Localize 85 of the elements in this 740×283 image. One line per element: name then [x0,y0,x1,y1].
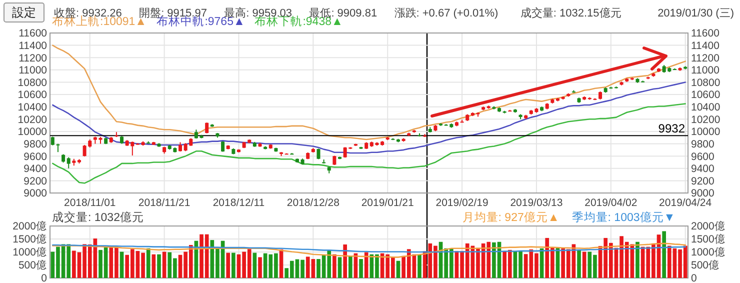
y-tick-label: 9000 [24,188,48,200]
y-tick-label: 11400 [18,40,48,52]
candlestick [205,122,209,134]
text: 季均量: 1003億元▼ [572,210,676,224]
y2-tick-label: 10000 [691,126,720,138]
x-tick-label: 2019/04/24 [659,197,712,209]
line-series [52,103,686,184]
x-tick-label: 2019/04/02 [584,197,638,209]
bar [162,252,166,278]
text: 設定 [12,6,36,20]
y-tick-label: 9200 [24,175,48,188]
bar [338,257,342,278]
bar [582,252,586,278]
y2-tick-label: 2000億 [691,220,726,233]
bar [636,242,640,278]
x-tick-label: 2018/12/11 [212,197,265,209]
text: 漲跌: +0.67 (+0.01%) [394,8,498,20]
line-series [52,242,686,258]
x-tick-label: 2018/11/01 [64,197,116,209]
y-tick-label: 10400 [18,102,48,114]
y2-tick-label: 10200 [691,114,720,126]
bar [226,252,230,278]
y-tick-label: 9600 [24,150,48,163]
y2-tick-label: 9800 [691,138,715,150]
y2-tick-label: 0 [691,272,697,283]
bar [332,254,336,278]
bar [157,254,161,278]
y-tick-label: 11600 [18,28,48,40]
y-tick-label: 10600 [18,89,48,102]
y2-tick-label: 500億 [691,258,720,272]
y2-tick-label: 1500億 [691,232,726,246]
text: 月均量: 927億元▲ [462,210,560,224]
y2-tick-label: 9400 [691,163,715,176]
ref-line-label: 9932 [658,122,686,136]
y-tick-label: 9400 [24,163,48,176]
text: 成交量: 1032.15億元 [520,6,622,20]
line-series [52,244,686,253]
bar [152,254,156,278]
y2-tick-label: 1000億 [691,246,726,259]
x-tick-label: 2019/02/19 [436,197,488,209]
line-series [52,44,686,140]
bar [577,250,581,278]
x-tick-label: 2019/03/13 [510,197,563,209]
bar [258,257,262,278]
bar [252,252,257,278]
y-tick-label: 1500億 [12,232,47,246]
y2-tick-label: 10400 [691,102,720,114]
y2-tick-label: 10800 [691,76,720,89]
x-tick-label: 2018/11/21 [138,197,190,209]
bar [348,256,352,278]
y-tick-label: 2000億 [12,220,47,233]
candlestick [178,142,182,152]
bar [232,252,236,278]
bar [343,244,347,278]
y-tick-label: 10000 [18,126,48,138]
y-tick-label: 10800 [18,76,48,89]
candlestick [66,156,70,169]
y-tick-label: 11200 [18,52,48,64]
bar [418,254,422,278]
bar [359,259,363,278]
text: 2019/01/30 (三) [658,8,734,20]
x-tick-label: 2019/01/21 [361,197,414,209]
bar [146,248,150,278]
y-tick-label: 10200 [18,114,48,126]
y2-tick-label: 9600 [691,150,715,163]
y-tick-label: 0 [41,272,48,283]
y-tick-label: 500億 [18,258,47,272]
y-tick-label: 11000 [18,64,48,77]
y2-tick-label: 9200 [691,175,715,188]
y-tick-label: 9800 [24,138,48,150]
y2-tick-label: 11000 [691,64,720,77]
line-series [52,82,686,154]
text: 最低: 9909.81 [309,8,378,20]
y2-tick-label: 9000 [691,188,715,200]
y2-tick-label: 11600 [691,28,720,40]
x-tick-label: 2018/12/28 [286,197,340,209]
y2-tick-label: 11400 [691,40,720,52]
bar [396,260,400,278]
bar [364,252,368,278]
bar [662,231,666,278]
chart-title: 成交量: 1032億元 [52,210,144,224]
bar [120,252,124,278]
y2-tick-label: 10600 [691,89,720,102]
y-tick-label: 1000億 [12,246,47,259]
y2-tick-label: 11200 [691,52,720,64]
